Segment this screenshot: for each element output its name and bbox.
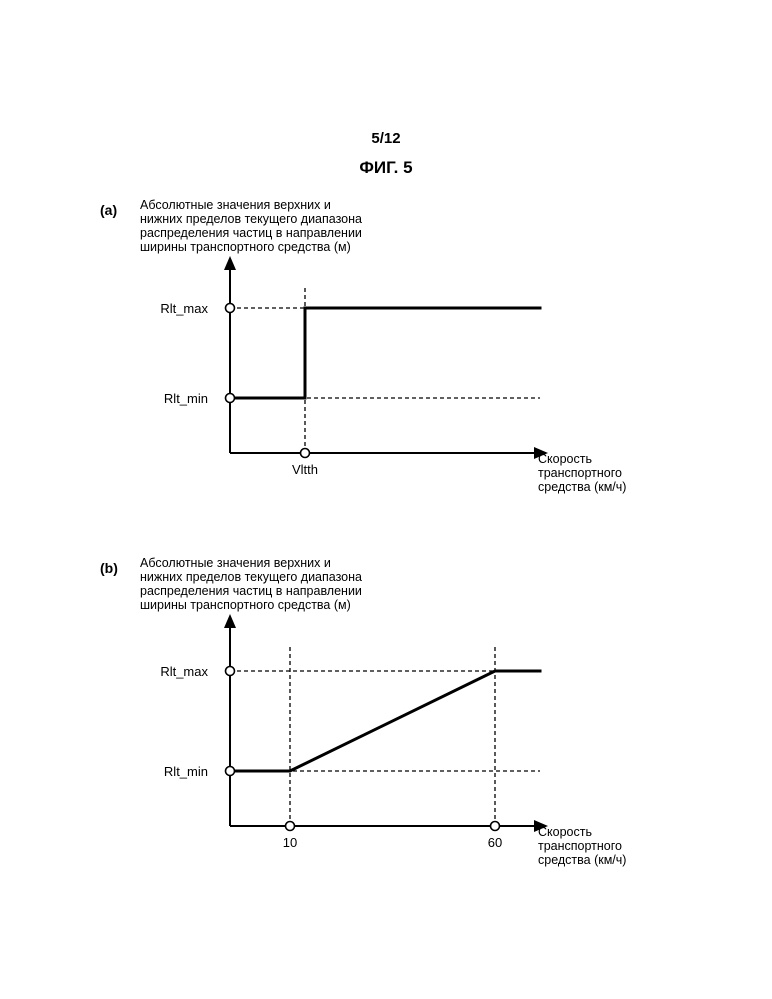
xtick-high: 60 [483, 835, 507, 850]
page-number: 5/12 [0, 130, 772, 147]
ytick-rlt-max: Rlt_max [138, 301, 208, 316]
marker-rlt-min [226, 394, 235, 403]
xtick-low: 10 [278, 835, 302, 850]
figure-title: ФИГ. 5 [0, 158, 772, 178]
xtick-vltth: Vltth [285, 462, 325, 477]
marker-x-high [491, 822, 500, 831]
marker-vltth [301, 449, 310, 458]
panel-a-sub-label: (a) [100, 202, 117, 218]
y-axis-arrow [224, 256, 236, 270]
page: 5/12 ФИГ. 5 (a) Абсолютные значения верх… [0, 0, 772, 999]
plot-line-b [230, 671, 540, 771]
panel-b-sub-label: (b) [100, 560, 118, 576]
panel-a: (a) Абсолютные значения верхних и нижних… [120, 198, 660, 536]
panel-b: (b) Абсолютные значения верхних и нижних… [120, 556, 660, 896]
marker-x-low [286, 822, 295, 831]
panel-a-x-axis-label: Скорость транспортного средства (км/ч) [538, 452, 658, 494]
ytick-rlt-min: Rlt_min [138, 391, 208, 406]
panel-b-x-axis-label: Скорость транспортного средства (км/ч) [538, 825, 658, 867]
marker-rlt-min [226, 767, 235, 776]
ytick-rlt-max: Rlt_max [138, 664, 208, 679]
y-axis-arrow [224, 614, 236, 628]
plot-line-a [230, 308, 540, 398]
ytick-rlt-min: Rlt_min [138, 764, 208, 779]
marker-rlt-max [226, 304, 235, 313]
marker-rlt-max [226, 667, 235, 676]
